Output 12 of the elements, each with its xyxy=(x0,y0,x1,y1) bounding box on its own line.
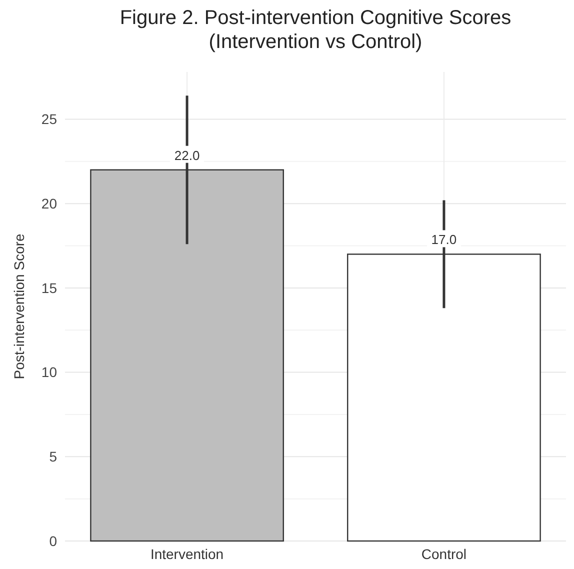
x-tick-label: Control xyxy=(421,546,467,562)
data-label: 22.0 xyxy=(174,148,200,163)
y-axis-title: Post-intervention Score xyxy=(11,234,27,380)
y-tick-label: 10 xyxy=(41,364,58,380)
data-label: 17.0 xyxy=(431,232,457,248)
y-tick-label: 15 xyxy=(41,280,58,296)
y-tick-label: 0 xyxy=(49,532,58,549)
y-tick-label: 25 xyxy=(41,111,58,128)
y-tick-label: 5 xyxy=(49,448,58,465)
chart-title: Figure 2. Post-intervention Cognitive Scores (Intervention vs Control) xyxy=(120,7,512,53)
x-tick-label: Intervention xyxy=(150,546,224,562)
y-tick-label: 20 xyxy=(41,195,58,212)
